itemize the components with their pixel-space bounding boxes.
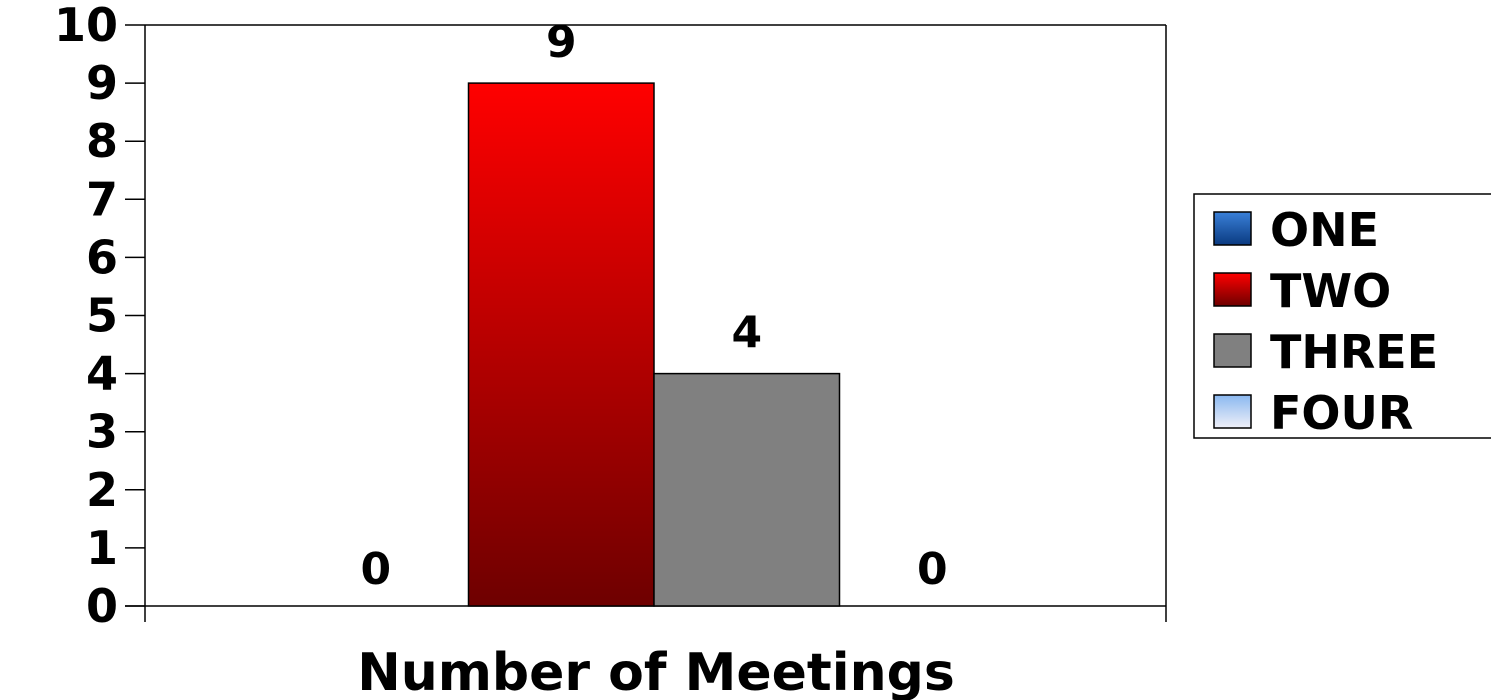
y-tick-label: 6 [86,230,118,284]
bar-two [467,82,655,607]
y-tick-label: 10 [54,0,118,52]
legend-label-four: FOUR [1270,386,1413,440]
y-tick-label: 5 [86,289,118,343]
legend-label-one: ONE [1270,203,1379,257]
data-label-three: 4 [731,308,762,359]
y-tick-label: 0 [86,579,118,633]
y-tick-label: 9 [86,56,118,110]
y-tick-label: 1 [86,521,118,575]
legend-swatch-three [1213,333,1252,368]
legend-label-three: THREE [1270,325,1438,379]
y-tick-label: 7 [86,172,118,226]
y-tick-label: 4 [86,347,118,401]
bar-three [653,372,841,607]
y-tick-label: 8 [86,114,118,168]
x-axis-title: Number of Meetings [357,643,955,700]
y-tick-label: 2 [86,463,118,517]
legend-swatch-two [1213,272,1252,307]
legend-swatch-one [1213,211,1252,246]
data-label-four: 0 [917,544,948,595]
legend-swatch-four [1213,394,1252,429]
data-label-one: 0 [360,544,391,595]
legend-label-two: TWO [1270,264,1391,318]
data-label-two: 9 [546,17,577,68]
y-tick-label: 3 [86,405,118,459]
